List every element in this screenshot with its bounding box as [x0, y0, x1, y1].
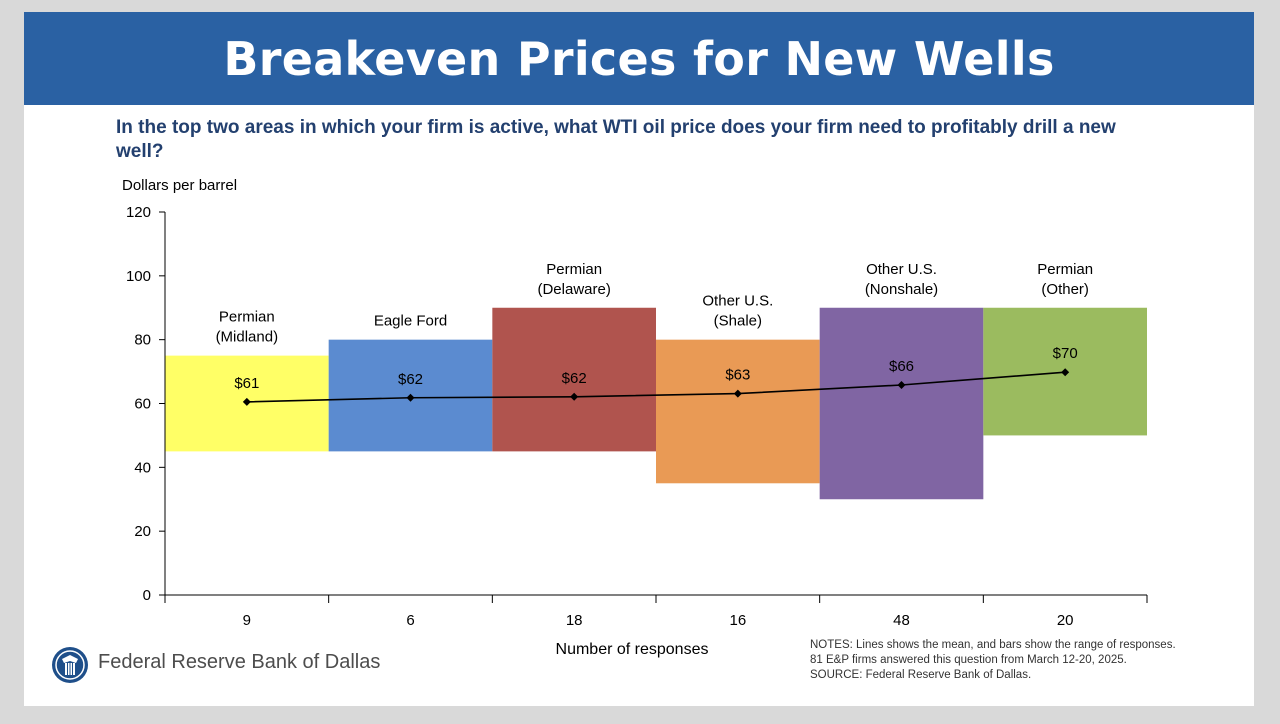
- x-tick-label: 16: [729, 612, 746, 629]
- mean-data-label: $70: [1053, 345, 1078, 362]
- category-label: Other U.S.: [866, 261, 937, 278]
- category-label: (Other): [1041, 281, 1089, 298]
- range-bar: [819, 307, 984, 500]
- category-label: Eagle Ford: [374, 313, 447, 330]
- mean-data-label: $61: [234, 375, 259, 392]
- x-tick-label: 18: [566, 612, 583, 629]
- x-tick-label: 6: [406, 612, 414, 629]
- y-tick-label: 40: [134, 459, 151, 476]
- range-bar: [492, 307, 656, 452]
- notes-line: 81 E&P firms answered this question from…: [810, 654, 1127, 666]
- x-axis-title: Number of responses: [556, 641, 709, 658]
- slide: Breakeven Prices for New Wells In the to…: [24, 12, 1254, 706]
- mean-data-label: $62: [398, 371, 423, 388]
- mean-data-label: $63: [725, 367, 750, 384]
- x-tick-label: 20: [1057, 612, 1074, 629]
- logo-text: Federal Reserve Bank of Dallas: [98, 651, 381, 673]
- mean-data-label: $62: [562, 370, 587, 387]
- y-axis-label: Dollars per barrel: [122, 177, 238, 194]
- y-tick-label: 20: [134, 523, 151, 540]
- y-tick-label: 100: [126, 268, 151, 285]
- breakeven-chart: 0 20 40 60 80 100 120 9 6 18 16 48 20 Number of respo…: [126, 204, 1148, 658]
- source-line: SOURCE: Federal Reserve Bank of Dallas.: [810, 669, 1032, 681]
- y-tick-label: 80: [134, 332, 151, 349]
- category-label: Permian: [1037, 261, 1093, 278]
- page-title: Breakeven Prices for New Wells: [223, 31, 1055, 86]
- mean-marker: [570, 392, 579, 401]
- mean-marker: [897, 380, 906, 389]
- federal-reserve-eagle-seal-icon: [50, 643, 90, 692]
- category-label: (Shale): [714, 313, 762, 330]
- notes-line: NOTES: Lines shows the mean, and bars sh…: [810, 639, 1176, 651]
- category-label: (Delaware): [537, 281, 610, 298]
- mean-data-label: $66: [889, 358, 914, 375]
- mean-line: [246, 371, 1066, 403]
- x-tick-label: 9: [243, 612, 251, 629]
- mean-marker: [406, 393, 415, 402]
- y-tick-label: 0: [143, 587, 151, 604]
- category-label: (Nonshale): [865, 281, 938, 298]
- x-tick-label: 48: [893, 612, 910, 629]
- title-banner: [24, 12, 1254, 105]
- category-label: (Midland): [216, 329, 279, 346]
- range-bar: [656, 339, 820, 484]
- category-label: Other U.S.: [702, 293, 773, 310]
- y-tick-label: 60: [134, 396, 151, 413]
- chart-notes: NOTES: Lines shows the mean, and bars sh…: [810, 638, 1250, 683]
- category-label: Permian: [546, 261, 602, 278]
- mean-marker: [242, 397, 251, 406]
- mean-marker: [1061, 368, 1070, 377]
- mean-marker: [733, 389, 742, 398]
- category-label: Permian: [219, 309, 275, 326]
- chart-question: In the top two areas in which your firm …: [116, 117, 1116, 162]
- y-tick-label: 120: [126, 204, 151, 221]
